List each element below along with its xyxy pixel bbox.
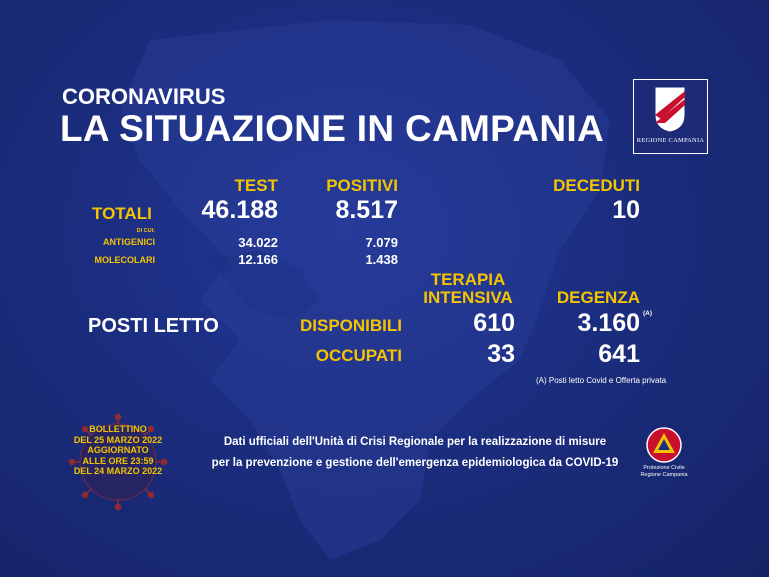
posti-letto-footnote: (A) Posti letto Covid e Offerta privata [536, 376, 667, 385]
header-terapia-line1: TERAPIA [430, 270, 506, 289]
molecolari-label: MOLECOLARI [94, 255, 156, 265]
disponibili-terapia-value: 610 [473, 309, 515, 337]
molecolari-test-value: 12.166 [238, 252, 278, 267]
totali-positivi-value: 8.517 [335, 196, 398, 224]
crest-icon [654, 86, 686, 133]
antigenici-test-value: 34.022 [238, 235, 278, 250]
virus-badge-icon [68, 413, 168, 511]
occupati-degenza-value: 641 [598, 340, 640, 368]
page-title: LA SITUAZIONE IN CAMPANIA [60, 108, 604, 149]
antigenici-positivi-value: 7.079 [365, 235, 398, 250]
totali-test-value: 46.188 [201, 196, 278, 224]
bollettino-line4: ALLE ORE 23:59 [82, 455, 154, 466]
antigenici-label: ANTIGENICI [102, 237, 155, 247]
occupati-label: OCCUPATI [315, 346, 402, 365]
header-deceduti: DECEDUTI [553, 176, 640, 195]
bollettino-line1: BOLLETTINO [89, 424, 147, 434]
regione-campania-logo: REGIONE CAMPANIA [633, 79, 708, 154]
posti-letto-label: POSTI LETTO [88, 315, 219, 337]
degenza-note-marker: (A) [643, 310, 653, 317]
header-test: TEST [234, 176, 278, 195]
footer-line2: per la prevenzione e gestione dell'emerg… [211, 457, 619, 469]
totali-label: TOTALI [92, 204, 152, 223]
protezione-civile-line2: Regione Campania [640, 471, 688, 478]
bollettino-block: BOLLETTINO DEL 25 MARZO 2022 AGGIORNATO … [58, 424, 178, 477]
protezione-civile-line1: Protezione Civile [643, 465, 685, 471]
bollettino-line3: AGGIORNATO [87, 445, 149, 455]
bollettino-line5: DEL 24 MARZO 2022 [73, 466, 163, 476]
di-cui-label: DI CUI: [136, 228, 155, 234]
subtitle: CORONAVIRUS [62, 84, 226, 109]
header-terapia-line2: INTENSIVA [423, 288, 513, 307]
bollettino-line2: DEL 25 MARZO 2022 [73, 434, 163, 445]
logo-caption: REGIONE CAMPANIA [636, 137, 705, 144]
header-degenza: DEGENZA [556, 288, 640, 307]
header-positivi: POSITIVI [326, 176, 398, 195]
protezione-civile-icon [646, 427, 682, 463]
totali-deceduti-value: 10 [612, 196, 640, 224]
footer-line1: Dati ufficiali dell'Unità di Crisi Regio… [223, 436, 607, 448]
protezione-civile-logo: Protezione Civile Regione Campania [638, 425, 690, 485]
disponibili-degenza-value: 3.160 [577, 309, 640, 337]
disponibili-label: DISPONIBILI [299, 316, 402, 335]
molecolari-positivi-value: 1.438 [365, 252, 398, 267]
occupati-terapia-value: 33 [487, 340, 515, 368]
